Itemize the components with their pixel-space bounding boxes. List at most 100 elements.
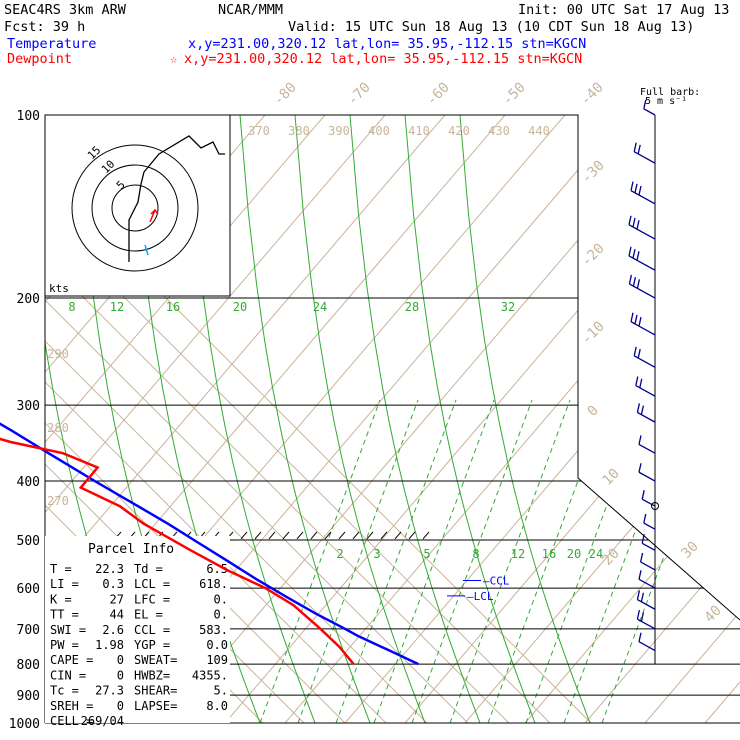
isotherm-line <box>45 115 346 723</box>
parcel-value: 0 <box>117 699 124 713</box>
wind-barb-flag <box>632 277 637 287</box>
theta-label: 280 <box>47 421 69 435</box>
mixing-ratio-line <box>563 399 685 723</box>
parcel-row: TT = 44 EL = 0. <box>50 608 228 622</box>
barb-title: Full barb: <box>640 87 700 98</box>
level-label: —CCL <box>483 575 510 588</box>
mixing-ratio-label: 5 <box>423 547 430 561</box>
wind-barb <box>630 321 656 336</box>
mixing-ratio-label: 16 <box>166 300 180 314</box>
valid-label: Valid: 15 UTC Sun 18 Aug 13 (10 CDT Sun … <box>288 19 694 35</box>
storm-motion-marker <box>144 244 149 256</box>
parcel-row: CAPE = 0 SWEAT= 109 <box>50 653 228 667</box>
parcel-label: TT = <box>50 608 79 622</box>
hatch-mark <box>380 531 388 540</box>
mixing-ratio-label: 20 <box>233 300 247 314</box>
dry-adiabat-line <box>45 115 326 723</box>
theta-label: 420 <box>448 124 470 138</box>
wind-barb-flag <box>634 314 638 325</box>
parcel-label: Td = <box>134 562 163 576</box>
wind-barb-flag <box>643 99 647 109</box>
parcel-info-title: Parcel Info <box>88 542 174 557</box>
isotherm-line <box>45 115 428 723</box>
parcel-row: Tc = 27.3 SHEAR= 5. <box>50 684 228 698</box>
pressure-tick-label: 600 <box>17 582 40 597</box>
hatch-mark <box>240 531 248 540</box>
parcel-label: Tc = <box>50 684 79 698</box>
parcel-label: K = <box>50 592 72 606</box>
wind-barb-flag <box>638 435 642 445</box>
parcel-label: LI = <box>50 577 79 591</box>
parcel-value: 269/04 <box>81 714 124 728</box>
wind-barb <box>628 255 656 271</box>
wind-barb-flag <box>636 220 640 230</box>
parcel-label: LFC = <box>134 592 170 606</box>
mixing-ratio-line <box>259 399 381 723</box>
dewpoint-star-icon: ☆ <box>170 52 177 66</box>
moist-adiabat-line <box>239 115 371 723</box>
pressure-tick-label: 1000 <box>9 717 40 732</box>
mixing-ratio-label: 12 <box>511 547 525 561</box>
isotherm-label: 30 <box>679 539 702 562</box>
dry-adiabat-line <box>644 115 740 723</box>
parcel-value: 0. <box>214 608 228 622</box>
parcel-value: 5. <box>214 684 228 698</box>
mixing-ratio-line <box>411 399 533 723</box>
wind-barb-flag <box>636 251 640 261</box>
wind-barb-flag <box>634 183 638 193</box>
mixing-ratio-line <box>297 399 419 723</box>
wind-barb-flag <box>633 142 637 152</box>
wind-barb <box>638 578 656 589</box>
wind-barb-flag <box>639 552 644 563</box>
wind-barb <box>637 411 656 423</box>
wind-barb <box>638 641 656 652</box>
hatch-mark <box>296 531 304 540</box>
wind-barb <box>628 224 656 240</box>
theta-label: 440 <box>528 124 550 138</box>
wind-barb-flag <box>636 590 641 600</box>
mixing-ratio-label: 24 <box>589 547 603 561</box>
dry-adiabat-line <box>284 115 740 723</box>
wind-barb <box>637 618 656 630</box>
mixing-ratio-label: 2 <box>336 547 343 561</box>
wind-barb-flag <box>630 312 634 322</box>
hatch-mark <box>282 531 290 540</box>
wind-barb-flag <box>641 490 645 500</box>
wind-barb <box>640 561 656 571</box>
parcel-label: LCL = <box>134 577 170 591</box>
mixing-ratio-label: 24 <box>313 300 327 314</box>
hatch-mark <box>422 531 430 540</box>
init-label: Init: 00 UTC Sat 17 Aug 13 <box>518 2 729 18</box>
wind-barb-flag <box>640 592 645 602</box>
parcel-label: EL = <box>134 608 163 622</box>
parcel-row: CELL =269/04 <box>50 714 124 728</box>
model-label: SEAC4RS 3km ARW <box>4 2 127 18</box>
dry-adiabat-line <box>524 115 740 723</box>
isotherm-label: -70 <box>345 80 374 109</box>
temperature-legend: Temperature <box>7 36 96 52</box>
parcel-value: 583. <box>199 623 228 637</box>
moist-adiabat-line <box>294 115 426 723</box>
pressure-tick-label: 100 <box>17 109 40 124</box>
hodograph-ring <box>71 144 199 272</box>
isotherm-line <box>45 115 510 723</box>
dewpoint-trace <box>0 437 355 665</box>
wind-barb <box>633 151 656 164</box>
moist-adiabat-line <box>404 115 536 723</box>
mixing-ratio-line <box>335 399 457 723</box>
pressure-tick-label: 300 <box>17 399 40 414</box>
wind-barb-flag <box>638 570 642 580</box>
mixing-ratio-label: 28 <box>405 300 419 314</box>
wind-barb <box>641 542 656 551</box>
parcel-label: SWI = <box>50 623 86 637</box>
moist-adiabat-line <box>349 115 481 723</box>
pressure-tick-label: 800 <box>17 658 40 673</box>
level-label: —LCL <box>467 590 494 603</box>
parcel-label: CELL = <box>50 714 93 728</box>
parcel-row: T = 22.3 Td = 6.5 <box>50 562 228 576</box>
fcst-label: Fcst: 39 h <box>4 19 85 35</box>
wind-barb <box>641 498 656 507</box>
parcel-label: YGP = <box>134 638 170 652</box>
parcel-label: PW = <box>50 638 79 652</box>
